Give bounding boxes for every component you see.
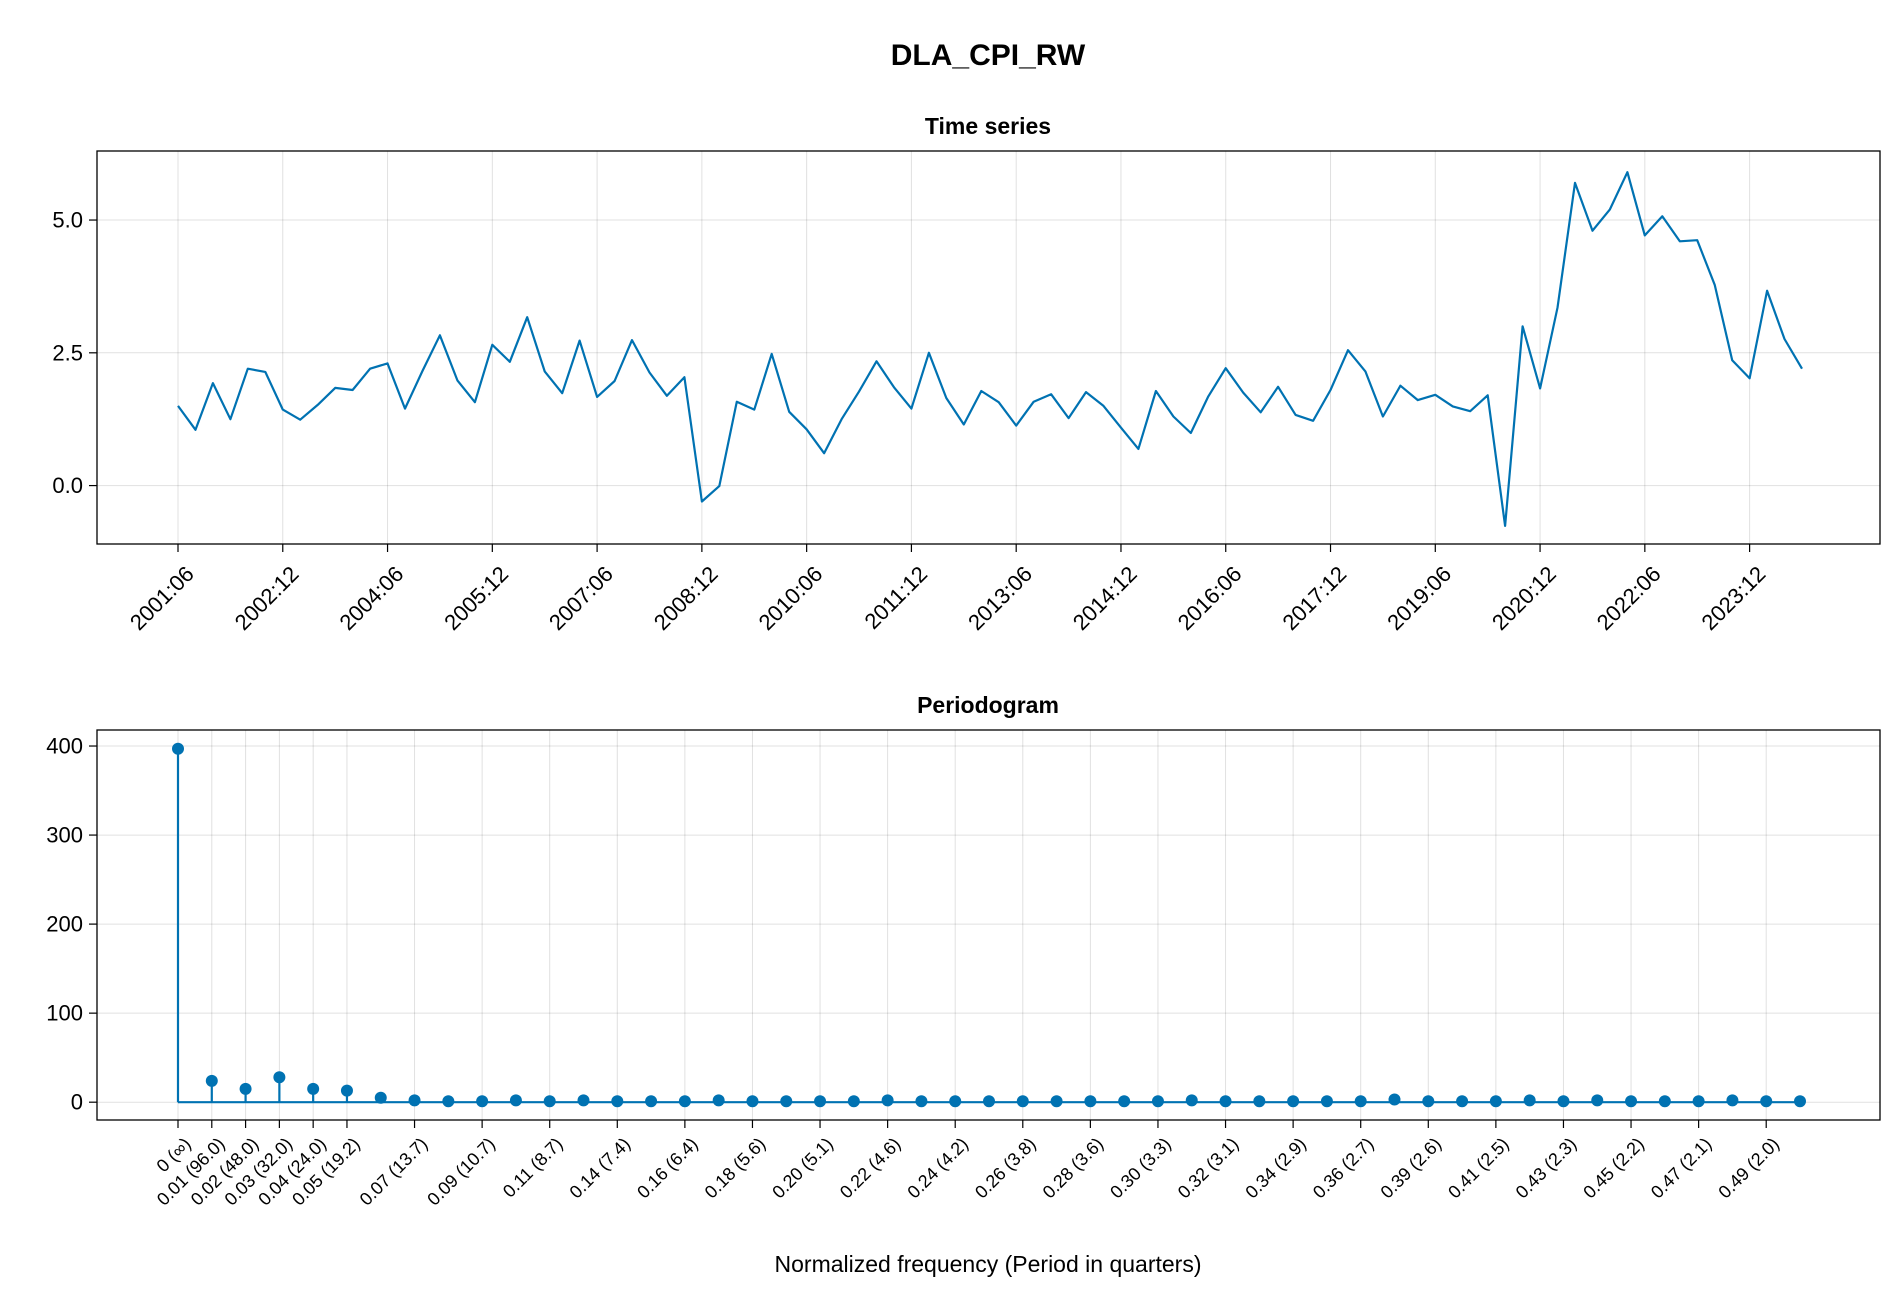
periodogram-point bbox=[1354, 1095, 1367, 1108]
periodogram-point bbox=[408, 1094, 421, 1107]
periodogram-point bbox=[442, 1095, 455, 1108]
periodogram-title: Periodogram bbox=[917, 692, 1059, 718]
periodogram-point bbox=[746, 1095, 759, 1108]
periodogram-point bbox=[1760, 1095, 1773, 1108]
periodogram-point bbox=[814, 1095, 827, 1108]
periodogram-point bbox=[1185, 1094, 1198, 1107]
periodogram-point bbox=[881, 1094, 894, 1107]
periodogram-point bbox=[1253, 1095, 1266, 1108]
periodogram-point bbox=[1084, 1095, 1097, 1108]
time-series-line bbox=[177, 171, 1803, 528]
periodogram-y-tick-label: 100 bbox=[46, 1001, 83, 1026]
periodogram-point bbox=[172, 742, 184, 755]
time-series-marks bbox=[177, 171, 1803, 528]
periodogram-y-tick-label: 300 bbox=[46, 823, 83, 848]
time-series-y-tick-label: 5.0 bbox=[52, 208, 83, 233]
periodogram-point bbox=[1016, 1095, 1029, 1108]
periodogram-point bbox=[340, 1084, 353, 1097]
periodogram-point bbox=[476, 1095, 489, 1108]
periodogram-point bbox=[847, 1095, 860, 1108]
periodogram-point bbox=[780, 1095, 793, 1108]
periodogram-point bbox=[273, 1071, 286, 1084]
time-series-grid bbox=[97, 151, 1880, 544]
periodogram-y-tick-label: 0 bbox=[71, 1090, 83, 1115]
periodogram-point bbox=[949, 1095, 962, 1108]
time-series-y-ticks: 0.0 2.5 5.0 bbox=[52, 208, 97, 498]
periodogram-point bbox=[712, 1094, 725, 1107]
periodogram-y-tick-label: 200 bbox=[46, 912, 83, 937]
periodogram-point bbox=[1287, 1095, 1300, 1108]
periodogram-point bbox=[678, 1095, 691, 1108]
periodogram-point bbox=[1456, 1095, 1469, 1108]
periodogram-grid bbox=[97, 730, 1880, 1120]
periodogram-point bbox=[374, 1091, 387, 1104]
periodogram-point bbox=[1118, 1095, 1131, 1108]
periodogram-point bbox=[239, 1082, 252, 1095]
periodogram-y-ticks: 0 100 200 300 400 bbox=[46, 734, 97, 1115]
periodogram-y-tick-label: 400 bbox=[46, 734, 83, 759]
time-series-y-tick-label: 0.0 bbox=[52, 473, 83, 498]
time-series-title: Time series bbox=[925, 113, 1051, 139]
periodogram-frame bbox=[96, 729, 1881, 1121]
periodogram-point bbox=[1489, 1095, 1502, 1108]
periodogram-point bbox=[1320, 1095, 1333, 1108]
periodogram-point bbox=[1557, 1095, 1570, 1108]
figure-title: DLA_CPI_RW bbox=[891, 39, 1086, 72]
periodogram-point bbox=[577, 1094, 590, 1107]
periodogram-point bbox=[509, 1094, 522, 1107]
periodogram-point bbox=[1658, 1095, 1671, 1108]
periodogram-marks bbox=[172, 742, 1806, 1108]
periodogram-x-axis-label: Normalized frequency (Period in quarters… bbox=[775, 1251, 1202, 1277]
periodogram-point bbox=[611, 1095, 624, 1108]
periodogram-point bbox=[1692, 1095, 1705, 1108]
periodogram-point bbox=[1050, 1095, 1063, 1108]
periodogram-point bbox=[1591, 1094, 1604, 1107]
periodogram-point bbox=[543, 1095, 556, 1108]
time-series-frame bbox=[96, 150, 1881, 545]
periodogram-point bbox=[1422, 1095, 1435, 1108]
periodogram-point bbox=[1151, 1095, 1164, 1108]
periodogram-point bbox=[205, 1074, 218, 1087]
periodogram-point bbox=[983, 1095, 995, 1108]
periodogram-point bbox=[1523, 1094, 1536, 1107]
time-series-y-tick-label: 2.5 bbox=[52, 340, 83, 365]
periodogram-point bbox=[1794, 1095, 1806, 1108]
periodogram-point bbox=[645, 1095, 658, 1108]
periodogram-point bbox=[307, 1082, 320, 1095]
periodogram-point bbox=[1219, 1095, 1232, 1108]
periodogram-point bbox=[915, 1095, 928, 1108]
periodogram-point bbox=[1726, 1094, 1739, 1107]
periodogram-point bbox=[1388, 1093, 1401, 1106]
periodogram-point bbox=[1625, 1095, 1638, 1108]
